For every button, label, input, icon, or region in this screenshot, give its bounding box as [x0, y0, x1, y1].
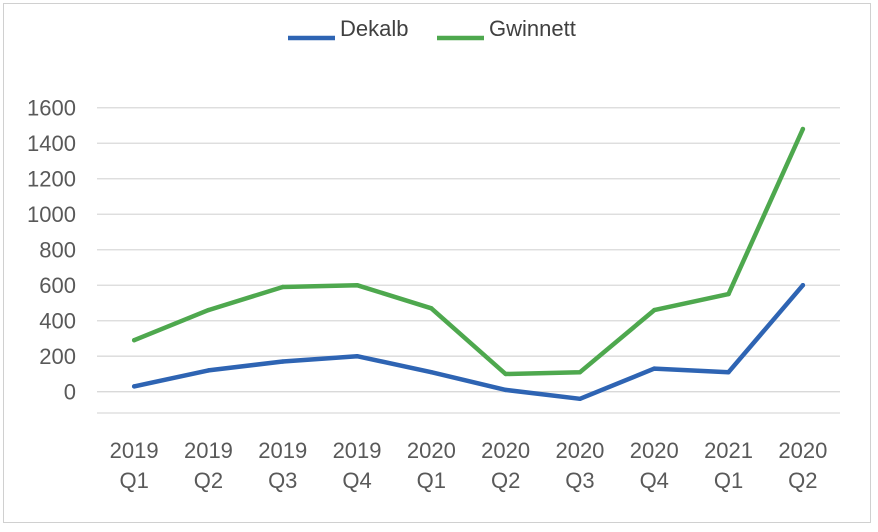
data-point-gwinnett	[429, 306, 434, 311]
data-point-gwinnett	[354, 283, 360, 288]
x-tick-label-year: 2020	[555, 438, 604, 463]
data-point-gwinnett	[280, 284, 285, 290]
data-point-dekalb	[354, 354, 360, 359]
x-tick-label-quarter: Q4	[640, 468, 669, 493]
data-point-gwinnett	[206, 307, 211, 313]
y-tick-label: 600	[39, 273, 76, 298]
data-point-dekalb	[131, 384, 137, 389]
data-point-dekalb	[206, 368, 211, 373]
data-point-dekalb	[652, 366, 657, 371]
x-tick-label-quarter: Q3	[268, 468, 297, 493]
y-tick-label: 800	[39, 238, 76, 263]
data-point-gwinnett	[800, 126, 806, 132]
y-tick-label: 0	[64, 380, 76, 405]
x-axis-ticks: 2019 Q1 2019 Q2 2019 Q3 2019 Q4 2020 Q1 2020 Q2 2020…	[110, 438, 828, 493]
series-line-dekalb	[131, 282, 806, 402]
legend: Dekalb Gwinnett	[288, 16, 576, 41]
data-point-dekalb	[280, 359, 285, 364]
x-tick-label-year: 2020	[481, 438, 530, 463]
data-point-gwinnett	[577, 369, 583, 375]
data-point-dekalb	[800, 283, 806, 288]
data-point-dekalb	[726, 369, 731, 375]
x-tick-label-year: 2019	[110, 438, 159, 463]
y-axis-ticks: 0 200 400 600 800 1000 1200 1400 1600	[27, 96, 76, 405]
data-point-dekalb	[429, 369, 434, 375]
x-tick-label-year: 2019	[333, 438, 382, 463]
x-tick-label-year: 2021	[704, 438, 753, 463]
x-tick-label-year: 2019	[258, 438, 307, 463]
x-tick-label-year: 2019	[184, 438, 233, 463]
x-tick-label-quarter: Q1	[119, 468, 148, 493]
x-tick-label-quarter: Q4	[342, 468, 371, 493]
legend-label-dekalb: Dekalb	[340, 16, 408, 41]
data-point-dekalb	[577, 396, 583, 402]
legend-label-gwinnett: Gwinnett	[489, 16, 576, 41]
y-tick-label: 1200	[27, 167, 76, 192]
x-tick-label-quarter: Q2	[491, 468, 520, 493]
x-tick-label-year: 2020	[407, 438, 456, 463]
y-tick-label: 1000	[27, 202, 76, 227]
data-point-gwinnett	[652, 307, 657, 313]
gridlines	[97, 107, 840, 414]
data-point-gwinnett	[726, 291, 731, 297]
x-tick-label-quarter: Q3	[565, 468, 594, 493]
y-tick-label: 1400	[27, 131, 76, 156]
data-point-dekalb	[503, 387, 508, 393]
x-tick-label-year: 2020	[778, 438, 827, 463]
y-tick-label: 1600	[27, 96, 76, 121]
series-lines	[131, 126, 806, 402]
data-point-gwinnett	[131, 338, 137, 343]
x-tick-label-quarter: Q2	[194, 468, 223, 493]
y-tick-label: 400	[39, 309, 76, 334]
x-tick-label-quarter: Q1	[714, 468, 743, 493]
x-tick-label-quarter: Q2	[788, 468, 817, 493]
y-tick-label: 200	[39, 344, 76, 369]
series-line-gwinnett	[131, 126, 806, 377]
x-tick-label-quarter: Q1	[417, 468, 446, 493]
x-tick-label-year: 2020	[630, 438, 679, 463]
chart-frame	[3, 3, 871, 523]
data-point-gwinnett	[503, 371, 508, 377]
